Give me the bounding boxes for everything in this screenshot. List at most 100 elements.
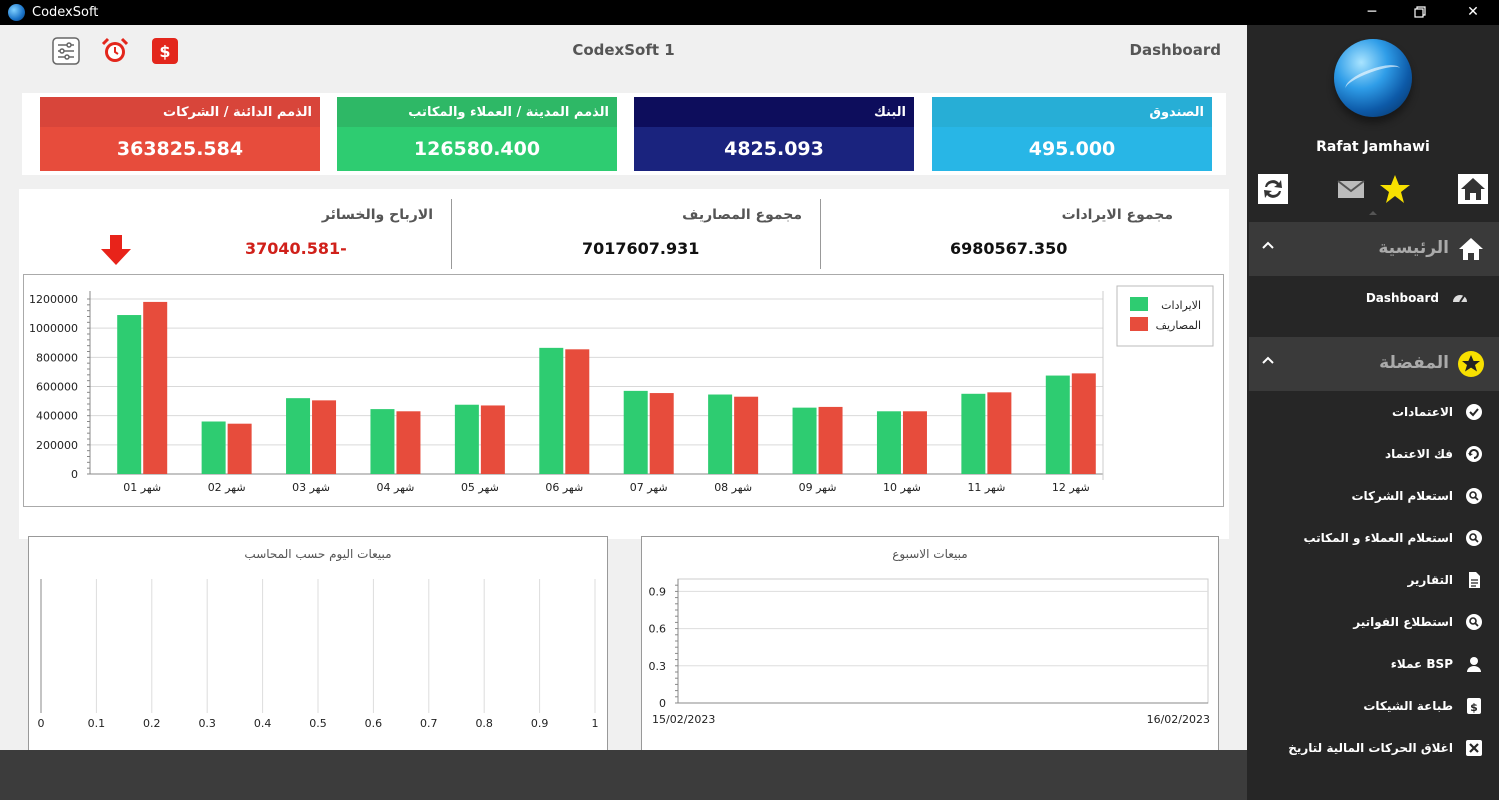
kpi-card-bank: البنك 4825.093 [634,97,914,171]
menu-item-label: Dashboard [1365,291,1439,305]
close-box-icon [1466,740,1482,756]
dollar-icon: $ [1467,698,1481,714]
restore-icon[interactable] [1410,3,1430,21]
title-bar: CodexSoft ─ ✕ [0,0,1499,25]
svg-text:$: $ [159,42,170,61]
bar-expenses [902,411,927,474]
sidebar-item-companies-inquiry[interactable]: استعلام الشركات [1253,485,1483,509]
y-tick-label: 400000 [36,410,78,423]
kpi-card-receivables: الذمم المدينة / العملاء والمكاتب 126580.… [337,97,617,171]
bar-revenue [961,393,986,474]
daily-sales-chart-panel: مبيعات اليوم حسب المحاسب 0 0.1 0.2 0.3 0.4 0.… [28,536,608,760]
x-tick-label: 16/02/2023 [1147,713,1210,726]
kpi-label: الصندوق [932,97,1212,127]
menu-item-label: استعلام العملاء و المكاتب [1303,531,1453,545]
y-tick-label: 1000000 [29,322,78,335]
menu-item-label: استطلاع الفواتير [1353,615,1453,629]
bar-expenses [396,411,421,474]
weekly-sales-chart-panel: مبيعات الاسبوع 0 0.3 0.6 0.9 15/02/2023 16/02… [641,536,1219,760]
sidebar-item-clients-inquiry[interactable]: استعلام العملاء و المكاتب [1253,527,1483,551]
home-icon[interactable] [1457,173,1489,205]
monthly-chart: 0 200000 400000 600000 800000 1000000 1200000 ش… [23,274,1224,507]
y-tick-label: 0.6 [649,623,667,636]
refresh-icon[interactable] [1257,173,1289,205]
search-icon [1466,530,1482,546]
minimize-button[interactable]: ─ [1367,4,1377,20]
search-icon [1466,614,1482,630]
dollar-icon[interactable]: $ [151,37,179,65]
pnl-value: 37040.581- [245,239,347,258]
check-circle-icon [1466,404,1482,420]
y-tick-label: 0.9 [649,585,667,598]
totals-panel: الارباح والخسائر 37040.581- مجموع المصار… [19,189,1229,271]
sidebar-item-invoices-inquiry[interactable]: استطلاع الفواتير [1253,611,1483,635]
svg-text:$: $ [1470,701,1478,714]
x-tick-label: 0.2 [143,717,161,730]
section-favorites[interactable]: المفضلة [1249,337,1499,391]
report-icon [1469,572,1480,588]
avatar [1334,39,1412,117]
menu-item-label: استعلام الشركات [1351,489,1453,503]
y-tick-label: 200000 [36,439,78,452]
settings-sliders-icon[interactable] [52,37,80,65]
bar-expenses [143,301,168,474]
x-tick-label: 0.9 [531,717,549,730]
bar-expenses [480,405,505,474]
mail-icon[interactable] [1335,173,1367,205]
bar-revenue [623,390,648,474]
section-home[interactable]: الرئيسية [1249,222,1499,276]
kpi-card-cash: الصندوق 495.000 [932,97,1212,171]
section-label: الرئيسية [1378,238,1449,258]
legend-box [1116,285,1214,347]
chart-title: مبيعات اليوم حسب المحاسب [244,547,392,561]
x-tick-label: شهر 11 [967,481,1005,494]
kpi-value: 4825.093 [634,127,914,171]
star-icon[interactable] [1379,173,1411,205]
close-button[interactable]: ✕ [1467,4,1479,20]
bar-revenue [876,411,901,474]
sidebar-item-close-transactions[interactable]: اغلاق الحركات المالية لتاريخ [1253,737,1483,761]
x-tick-label: شهر 10 [883,481,921,494]
bar-revenue [370,409,395,474]
legend-swatch [1130,297,1148,311]
bar-expenses [649,393,674,474]
kpi-card-payables: الذمم الدائنة / الشركات 363825.584 [40,97,320,171]
x-tick-label: 0.8 [475,717,493,730]
bar-revenue [1045,375,1070,474]
bar-expenses [987,392,1012,474]
sidebar-item-bsp-clients[interactable]: عملاء BSP [1253,653,1483,677]
alarm-clock-icon[interactable] [101,37,129,65]
bar-revenue [708,394,733,474]
bar-revenue [201,421,226,474]
kpi-value: 363825.584 [40,127,320,171]
kpi-label: الذمم المدينة / العملاء والمكاتب [337,97,617,127]
sidebar-item-approvals[interactable]: الاعتمادات [1253,401,1483,425]
x-tick-label: شهر 09 [799,481,837,494]
sidebar-item-unapprove[interactable]: فك الاعتماد [1253,443,1483,467]
menu-item-label: عملاء BSP [1390,657,1453,671]
chart-title: مبيعات الاسبوع [892,547,968,561]
menu-item-label: اغلاق الحركات المالية لتاريخ [1288,741,1453,755]
user-icon [1467,657,1481,672]
bar-expenses [227,423,252,474]
x-tick-label: شهر 04 [377,481,415,494]
x-tick-label: 0.5 [309,717,327,730]
bar-revenue [117,315,142,474]
status-bar [0,750,1247,800]
x-tick-label: 0.1 [88,717,106,730]
bar-revenue [454,404,479,474]
undo-circle-icon [1466,446,1482,462]
app-title: CodexSoft [32,5,99,20]
sidebar-item-reports[interactable]: التقارير [1253,569,1483,593]
y-tick-label: 0 [71,468,78,481]
x-tick-label: شهر 07 [630,481,668,494]
divider [451,199,452,269]
legend-label: الايرادات [1161,299,1201,312]
legend-label: المصاريف [1156,319,1201,332]
kpi-row: الذمم الدائنة / الشركات 363825.584 الذمم… [22,93,1226,175]
x-tick-label: شهر 05 [461,481,499,494]
expenses-value: 7017607.931 [582,239,700,258]
sidebar-item-dashboard[interactable]: Dashboard [1263,287,1483,311]
divider [820,199,821,269]
sidebar-item-print-checks[interactable]: طباعة الشيكات $ [1253,695,1483,719]
